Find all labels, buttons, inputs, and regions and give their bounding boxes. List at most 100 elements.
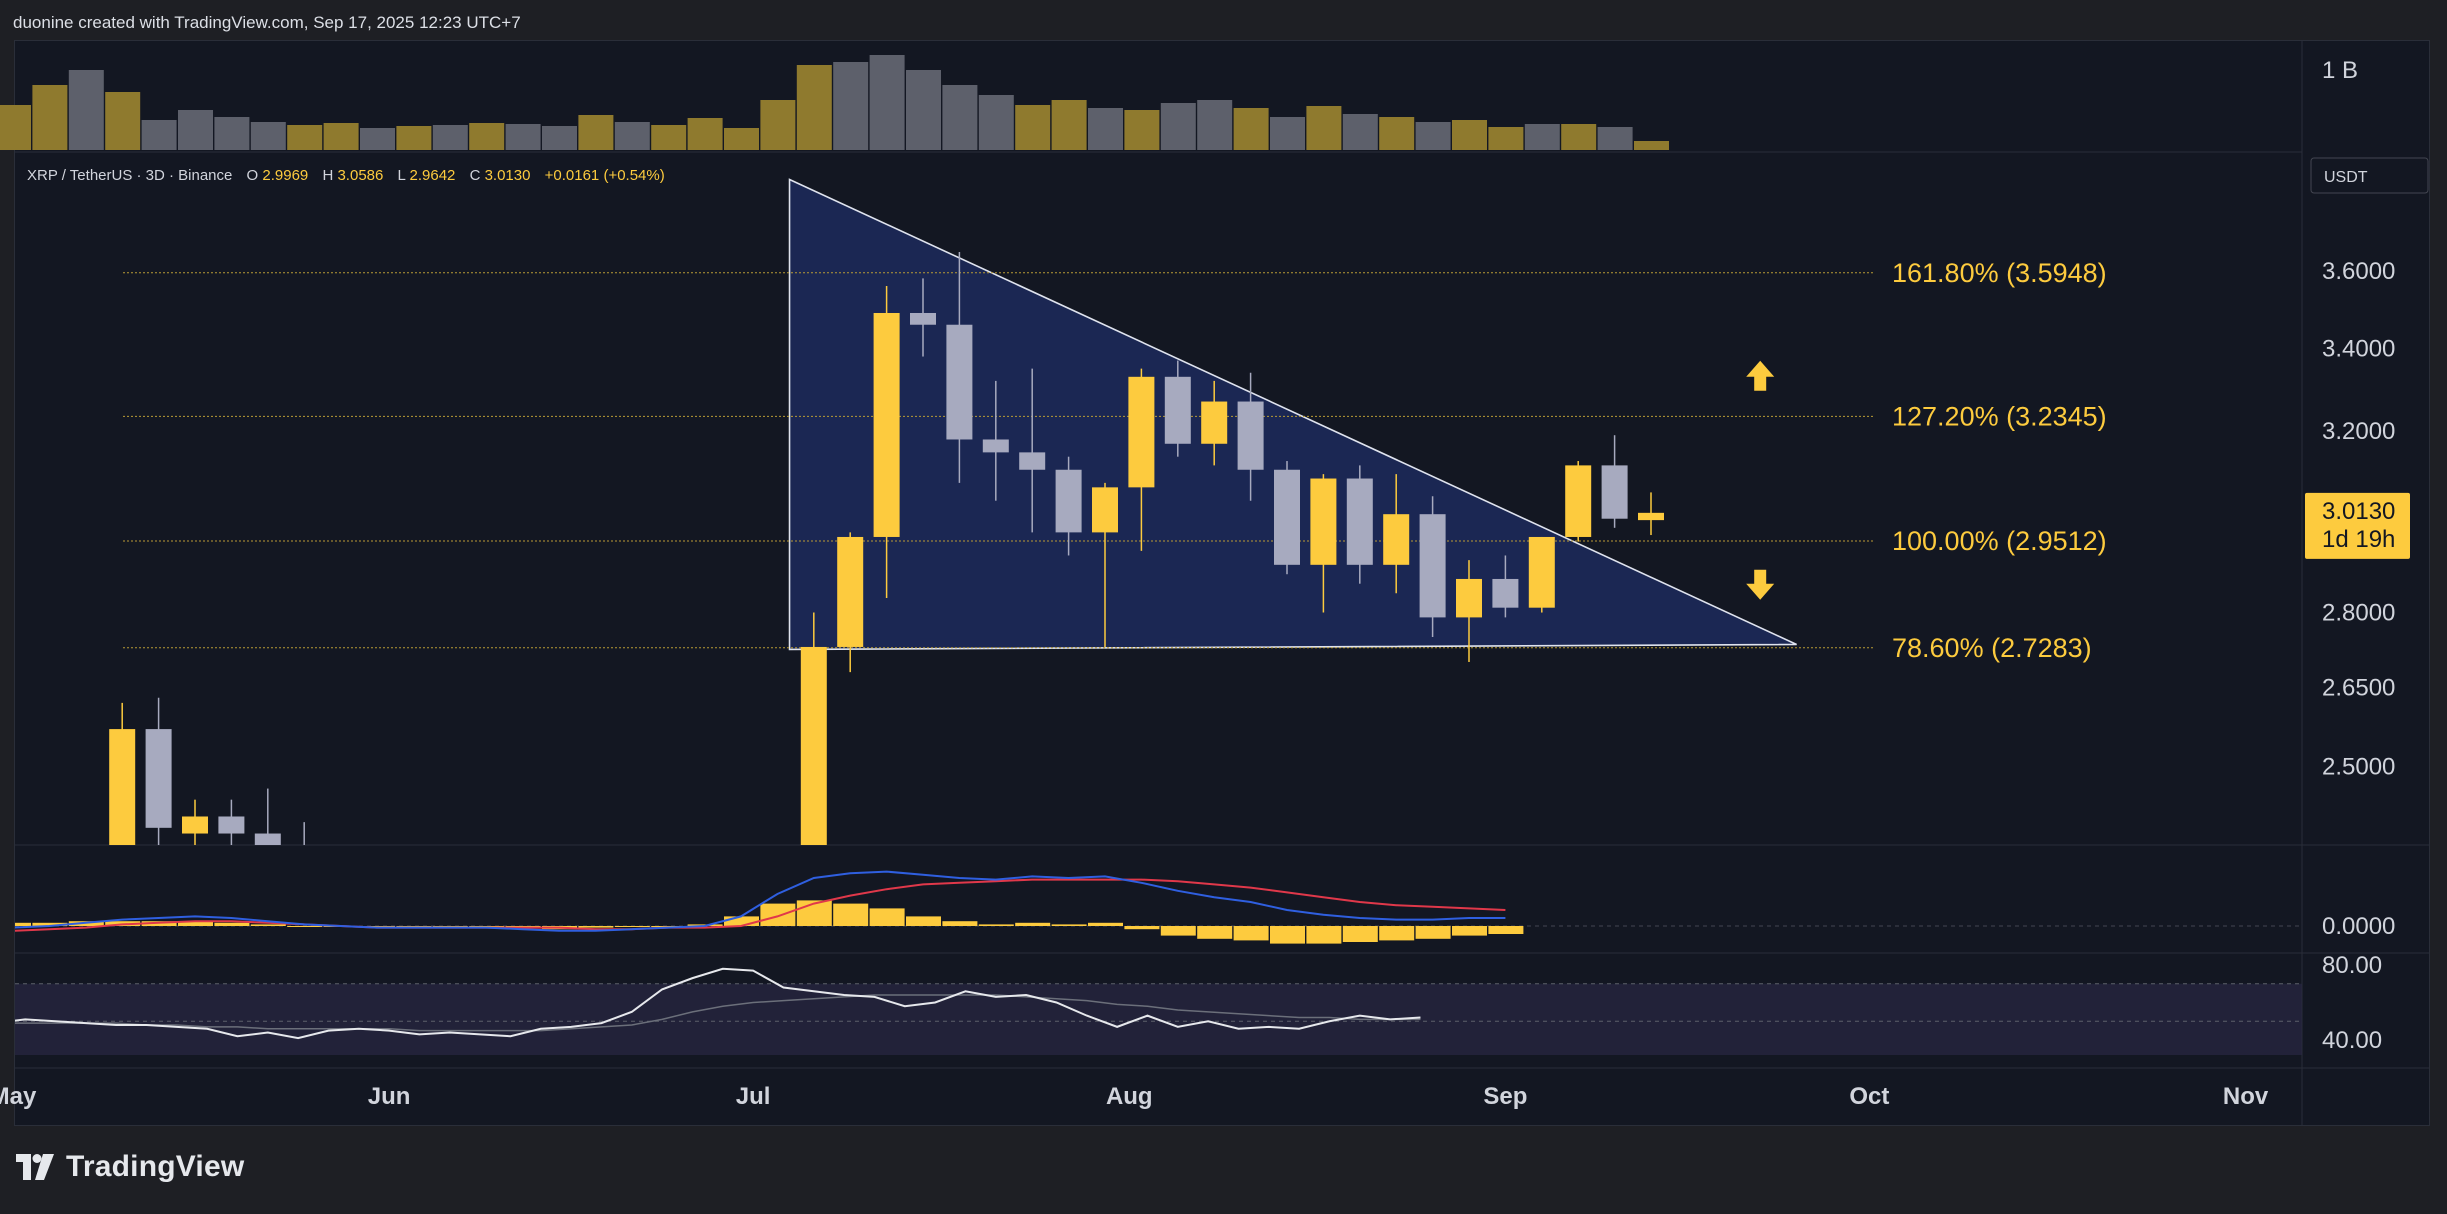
macd-histogram-bar	[432, 926, 468, 927]
macd-histogram-bar	[906, 916, 941, 926]
volume-bar	[323, 123, 359, 150]
fib-level-label: 78.60% (2.7283)	[1892, 633, 2092, 663]
legend-low-label: L	[398, 167, 406, 184]
macd-histogram-bar	[15, 922, 31, 926]
volume-bar	[1488, 127, 1524, 150]
candle-body	[1383, 514, 1410, 565]
price-tick-label: 2.8000	[2322, 600, 2395, 627]
candle-body	[328, 904, 354, 959]
volume-bar	[360, 128, 395, 150]
macd-histogram-bar	[360, 926, 395, 927]
candle-body	[1528, 536, 1555, 608]
candle-body	[1310, 478, 1337, 565]
macd-histogram-bar	[869, 908, 905, 926]
time-tick-label: May	[0, 1083, 37, 1110]
time-scale[interactable]: May Jun Jul Aug Sep Oct Nov	[0, 1083, 2269, 1110]
macd-histogram-bar	[1488, 926, 1524, 934]
legend-open-label: O	[247, 167, 259, 184]
candle-body	[1601, 465, 1628, 519]
descending-triangle-drawing[interactable]	[788, 178, 1797, 651]
candle-body	[1274, 469, 1300, 565]
volume-bar	[178, 110, 213, 150]
volume-bar	[869, 55, 905, 150]
macd-histogram-bar	[178, 921, 213, 926]
macd-histogram-bar	[1015, 922, 1051, 926]
volume-bar	[1088, 108, 1123, 150]
price-tick-label: 3.6000	[2322, 258, 2395, 285]
price-scale[interactable]: 3.6000 3.4000 3.2000 2.8000 2.6500 2.5000 0.00…	[2322, 258, 2395, 1054]
macd-histogram-bar	[1415, 926, 1451, 939]
up-arrow-icon	[1746, 360, 1775, 391]
volume-bar	[1524, 124, 1560, 150]
volume-bar	[105, 92, 141, 150]
volume-bar	[1306, 106, 1342, 150]
candle-body	[1638, 512, 1664, 521]
macd-histogram-bar	[796, 900, 832, 926]
macd-histogram-bar	[1088, 922, 1123, 926]
volume-bar	[32, 85, 68, 150]
volume-bar	[1561, 124, 1597, 150]
volume-bar	[141, 120, 177, 150]
volume-bar	[1233, 108, 1269, 150]
legend-close-value: 3.0130	[485, 167, 531, 184]
tradingview-logo[interactable]: TradingView	[16, 1150, 244, 1184]
volume-bar	[1379, 117, 1415, 150]
legend-high-value: 3.0586	[337, 167, 383, 184]
volume-bar	[250, 122, 286, 150]
volume-bar	[1270, 117, 1305, 150]
volume-bar	[68, 70, 104, 150]
macd-histogram-bar	[578, 926, 614, 928]
candle-body	[728, 898, 754, 966]
fibonacci-levels[interactable]: 161.80% (3.5948) 127.20% (3.2345) 100.00% …	[123, 258, 2107, 663]
macd-histogram-bar	[614, 926, 650, 927]
macd-indicator[interactable]	[0, 870, 2302, 944]
price-tick-label: 2.6500	[2322, 674, 2395, 701]
macd-signal-line	[15, 878, 1506, 932]
macd-histogram-bar	[1051, 924, 1087, 926]
candlestick-series[interactable]	[36, 252, 1664, 1084]
candle-body	[218, 816, 245, 834]
macd-histogram-bar	[1124, 926, 1160, 930]
macd-histogram-bar	[1160, 926, 1196, 936]
candle-body	[1492, 578, 1519, 608]
legend-high-label: H	[322, 167, 333, 184]
volume-bar	[978, 95, 1014, 150]
volume-bar	[1197, 100, 1233, 150]
down-arrow-icon	[1746, 569, 1775, 600]
volume-histogram	[0, 55, 1669, 150]
candle-body	[437, 910, 463, 953]
volume-bar	[942, 85, 978, 150]
macd-histogram-bar	[1233, 926, 1269, 941]
candle-body	[582, 953, 608, 972]
candle-body	[910, 312, 936, 325]
volume-bar	[1597, 127, 1633, 150]
macd-histogram-bar	[214, 922, 250, 926]
direction-arrows	[1746, 360, 1775, 600]
time-tick-label: Aug	[1106, 1083, 1153, 1110]
volume-bar	[396, 126, 432, 150]
rsi-line	[15, 967, 1421, 1040]
volume-scale-label: 1 B	[2322, 57, 2358, 84]
candle-body	[1019, 452, 1046, 470]
candle-body	[254, 833, 281, 845]
volume-bar	[1415, 122, 1451, 150]
macd-histogram-bar	[978, 924, 1014, 926]
volume-bar	[0, 105, 31, 150]
rsi-indicator[interactable]	[0, 967, 2302, 1059]
legend-open-value: 2.9969	[262, 167, 308, 184]
candle-body	[1456, 578, 1482, 618]
last-price-value: 3.0130	[2322, 498, 2395, 525]
volume-bar	[214, 117, 250, 150]
rsi-band	[15, 983, 2302, 1055]
legend-close-label: C	[470, 167, 481, 184]
bar-countdown: 1d 19h	[2322, 526, 2395, 553]
volume-bar	[1015, 105, 1051, 150]
candle-body	[1419, 514, 1446, 618]
candle-body	[1164, 376, 1191, 444]
triangle-shape	[788, 178, 1797, 651]
currency-button[interactable]	[2310, 157, 2429, 194]
ohlc-legend: XRP / TetherUS · 3D · Binance O 2.9969 H…	[27, 167, 665, 184]
candle-body	[473, 880, 499, 953]
